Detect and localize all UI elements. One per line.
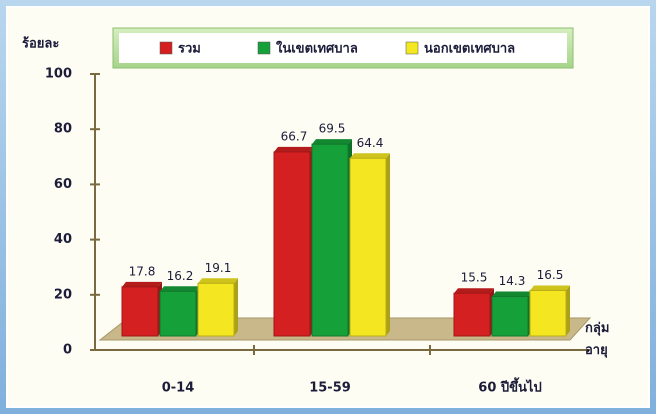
legend-label: ในเขตเทศบาล xyxy=(276,40,358,57)
bar xyxy=(160,291,196,336)
legend-label: รวม xyxy=(178,42,201,57)
x-tick-label: 15-59 xyxy=(309,381,351,396)
data-label: 19.1 xyxy=(205,261,232,275)
legend-swatch xyxy=(406,42,418,54)
x-tick-label: 0-14 xyxy=(162,381,195,396)
bar-top xyxy=(312,139,352,144)
bar xyxy=(454,293,490,336)
data-label: 69.5 xyxy=(319,122,346,136)
data-label: 64.4 xyxy=(357,136,384,150)
bar-top xyxy=(160,286,200,291)
data-label: 17.8 xyxy=(129,264,156,278)
bar xyxy=(530,290,566,336)
data-label: 16.5 xyxy=(537,268,564,282)
bar-top xyxy=(122,282,162,287)
legend-label: นอกเขตเทศบาล xyxy=(424,42,515,57)
bar-top xyxy=(492,292,532,297)
bar xyxy=(312,144,348,336)
chart: ร้อยละ 0 20 40 60 80 100 รวม ในเขตเทศบาล นอกเขตเ… xyxy=(0,0,656,414)
y-tick-label: 40 xyxy=(54,232,72,247)
data-label: 15.5 xyxy=(461,271,488,285)
chart-container: ร้อยละ 0 20 40 60 80 100 รวม ในเขตเทศบาล นอกเขตเ… xyxy=(0,0,656,414)
y-tick-label: 20 xyxy=(54,287,72,302)
bar-side xyxy=(234,278,238,336)
bar xyxy=(350,158,386,336)
bar-top xyxy=(274,147,314,152)
bar-side xyxy=(386,153,390,336)
bar-top xyxy=(454,288,494,293)
y-axis-label: ร้อยละ xyxy=(22,36,59,52)
y-tick-label: 60 xyxy=(54,177,72,192)
data-label: 14.3 xyxy=(499,274,526,288)
bar-top xyxy=(350,153,390,158)
bar-top xyxy=(530,285,570,290)
bar-top xyxy=(198,278,238,283)
data-label: 16.2 xyxy=(167,269,194,283)
bar xyxy=(122,287,158,336)
bar-side xyxy=(566,285,570,336)
bar xyxy=(198,283,234,336)
x-axis-label: กลุ่ม อายุ xyxy=(585,318,633,362)
legend-swatch xyxy=(160,42,172,54)
y-tick-label: 100 xyxy=(45,67,72,82)
data-label: 66.7 xyxy=(281,129,308,143)
legend-swatch xyxy=(258,42,270,54)
bar xyxy=(492,297,528,336)
bar xyxy=(274,152,310,336)
y-tick-label: 80 xyxy=(54,122,72,137)
y-tick-label: 0 xyxy=(63,343,72,358)
